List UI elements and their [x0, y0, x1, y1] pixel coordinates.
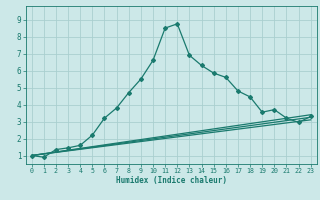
- X-axis label: Humidex (Indice chaleur): Humidex (Indice chaleur): [116, 176, 227, 185]
